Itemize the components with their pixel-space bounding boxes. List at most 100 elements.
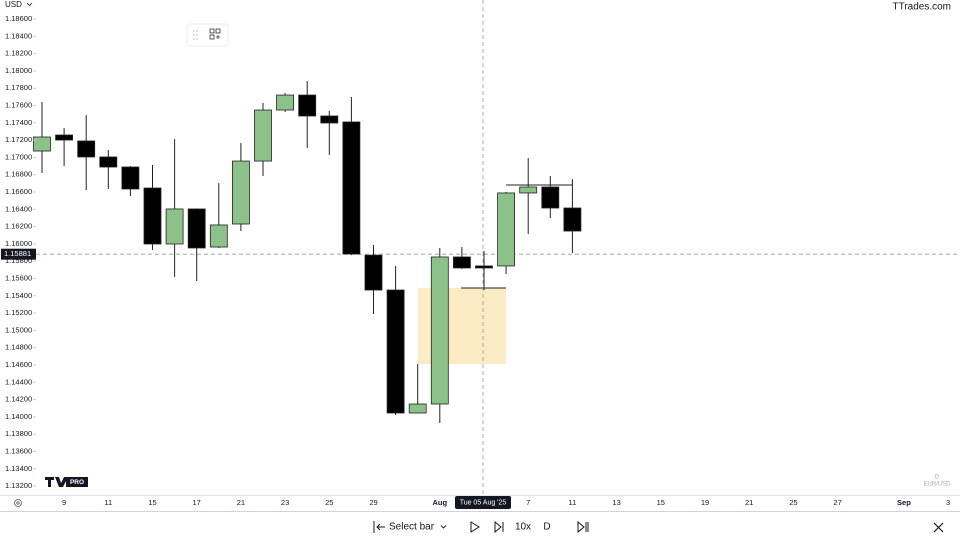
y-tick-label: 1.16400: [5, 204, 32, 213]
candle-body: [209, 224, 228, 248]
y-tick-label: 1.14000: [5, 412, 32, 421]
y-tick-label: 1.18600: [5, 14, 32, 23]
y-tick-label: 1.16800: [5, 170, 32, 179]
y-tick-label: 1.14400: [5, 377, 32, 386]
y-tick-label: 1.14200: [5, 395, 32, 404]
y-tick-label: 1.14600: [5, 360, 32, 369]
candle-body: [408, 403, 427, 414]
y-tick-label: 1.17000: [5, 152, 32, 161]
y-tick-label: 1.16000: [5, 239, 32, 248]
y-tick-label: 1.15400: [5, 291, 32, 300]
last-price-label: 1.15881: [4, 249, 31, 258]
x-tick-label: 21: [745, 498, 753, 507]
candle-body: [364, 254, 383, 291]
y-tick-label: 1.16200: [5, 222, 32, 231]
y-tick-label: 1.13400: [5, 464, 32, 473]
select-bar-icon[interactable]: [373, 521, 385, 533]
candle-body: [298, 94, 317, 117]
y-tick-label: 1.17400: [5, 118, 32, 127]
drag-handle[interactable]: [193, 30, 198, 40]
candle-body: [231, 160, 250, 225]
y-tick-label: 1.13800: [5, 429, 32, 438]
currency[interactable]: USD: [5, 0, 22, 9]
x-tick-label: 21: [237, 498, 245, 507]
play-button[interactable]: [470, 521, 480, 533]
y-tick-label: 1.15800: [5, 256, 32, 265]
jump-realtime-button[interactable]: [577, 520, 589, 534]
y-tick-label: 1.13600: [5, 446, 32, 455]
y-tick-label: 1.17600: [5, 101, 32, 110]
x-tick-label: 7: [526, 498, 530, 507]
x-tick-label: 17: [193, 498, 201, 507]
symbol-watermark: EUR/USD: [923, 482, 951, 488]
candle-body: [519, 186, 538, 194]
candle-body: [55, 134, 73, 141]
floating-toolbar: [186, 23, 229, 47]
y-tick-label: 1.14800: [5, 343, 32, 352]
candle-body: [33, 136, 51, 152]
brand: TTrades.com: [892, 2, 951, 13]
y-tick-label: 1.15600: [5, 273, 32, 282]
candle-body: [99, 156, 118, 168]
x-tick-label: 11: [104, 498, 112, 507]
candle-body: [386, 289, 405, 414]
x-tick-label: 25: [325, 498, 333, 507]
candle-body: [77, 140, 96, 158]
crosshair-label: Tue 05 Aug '25: [460, 499, 507, 506]
candle-body: [475, 265, 493, 269]
x-tick-label: Sep: [897, 498, 911, 507]
crosshair-label-box: [455, 496, 511, 509]
x-tick-label: 13: [612, 498, 620, 507]
candle-body: [121, 166, 140, 190]
x-tick-label: Aug: [433, 498, 448, 507]
y-tick-label: 1.16600: [5, 187, 32, 196]
candle-body: [497, 192, 516, 267]
x-tick-label: 27: [833, 498, 841, 507]
x-tick-label: 23: [281, 498, 289, 507]
dropdown-icon[interactable]: [26, 2, 33, 7]
y-tick-label: 1.17800: [5, 83, 32, 92]
candle-body: [541, 186, 560, 209]
x-tick-label: 19: [701, 498, 709, 507]
candle-body: [187, 208, 206, 249]
close-replay-button[interactable]: [933, 522, 944, 533]
logo-text: PRO: [70, 479, 84, 486]
candle-body: [165, 208, 184, 245]
replay-speed[interactable]: 10x: [515, 522, 531, 533]
candle-body: [342, 121, 361, 255]
candle-body: [320, 115, 339, 124]
y-tick-label: 1.18400: [5, 31, 32, 40]
y-tick-label: 1.13200: [5, 481, 32, 490]
plot: [33, 81, 960, 423]
object-tree-button[interactable]: [209, 28, 221, 40]
x-tick-label: 3: [946, 498, 950, 507]
y-tick-label: 1.15200: [5, 308, 32, 317]
settings-icon-inner: [16, 501, 20, 505]
replay-interval[interactable]: D: [543, 522, 550, 533]
logo: PRO: [45, 477, 88, 487]
select-bar[interactable]: Select bar: [389, 522, 435, 533]
select-bar-dropdown[interactable]: [440, 525, 447, 529]
y-tick-label: 1.18000: [5, 66, 32, 75]
y-tick-label: 1.17200: [5, 135, 32, 144]
x-tick-label: 15: [148, 498, 156, 507]
x-tick-label: 9: [62, 498, 66, 507]
y-tick-label: 1.15000: [5, 325, 32, 334]
last-price-box: [1, 248, 36, 260]
candle-body: [276, 94, 295, 111]
interval-watermark: D: [935, 475, 940, 481]
x-tick-label: 11: [569, 498, 577, 507]
x-tick-label: 25: [789, 498, 797, 507]
settings-icon[interactable]: [14, 499, 22, 507]
candle-body: [452, 256, 471, 269]
candle-body: [563, 207, 582, 232]
candle-body: [430, 256, 449, 405]
candle-body: [143, 187, 162, 245]
forward-button[interactable]: [494, 520, 504, 534]
y-tick-label: 1.18200: [5, 49, 32, 58]
candle-body: [254, 109, 272, 162]
x-tick-label: 29: [369, 498, 377, 507]
x-tick-label: 15: [657, 498, 665, 507]
